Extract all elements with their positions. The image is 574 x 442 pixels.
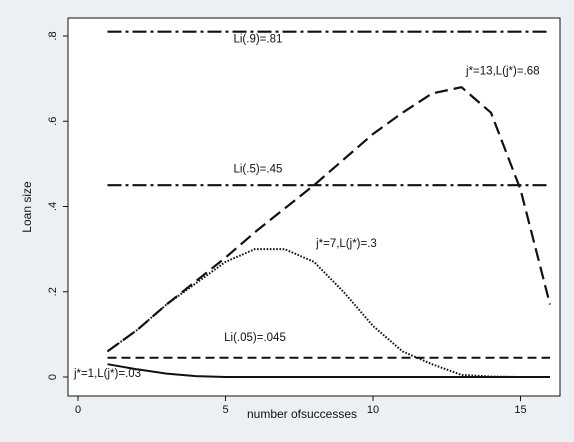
annotation-label: Li(.5)=.45 xyxy=(233,163,282,175)
x-tick-label: 0 xyxy=(75,404,81,416)
plot-area xyxy=(67,17,561,397)
series-line-4 xyxy=(106,248,550,378)
series-layer xyxy=(106,30,552,378)
annotation-label: Li(.9)=.81 xyxy=(233,33,282,45)
annotation-label: j*=13,L(j*)=.68 xyxy=(465,65,540,77)
annotations-layer: Li(.9)=.81 j*=13,L(j*)=.68 Li(.5)=.45 j*=7,… xyxy=(73,33,540,380)
y-axis-label: Loan size xyxy=(20,181,34,233)
y-tick-label: .6 xyxy=(47,117,59,126)
y-tick-label: .2 xyxy=(47,287,59,296)
annotation-label: j*=1,L(j*)=.03 xyxy=(73,368,141,380)
y-tick-label: 0 xyxy=(47,374,59,380)
axes: 0 5 10 15 0 .2 .4 .6 .8 xyxy=(47,31,527,416)
x-tick-label: 5 xyxy=(222,404,228,416)
y-tick-label: .4 xyxy=(47,202,59,211)
x-tick-label: 10 xyxy=(367,404,379,416)
series-line-3 xyxy=(106,86,552,353)
annotation-label: j*=7,L(j*)=.3 xyxy=(315,238,377,250)
x-tick-label: 15 xyxy=(514,404,526,416)
annotation-label: Li(.05)=.045 xyxy=(224,332,286,344)
y-tick-label: .8 xyxy=(47,31,59,40)
series-line-5 xyxy=(107,363,550,378)
x-axis-label: number ofsuccesses xyxy=(247,407,357,421)
